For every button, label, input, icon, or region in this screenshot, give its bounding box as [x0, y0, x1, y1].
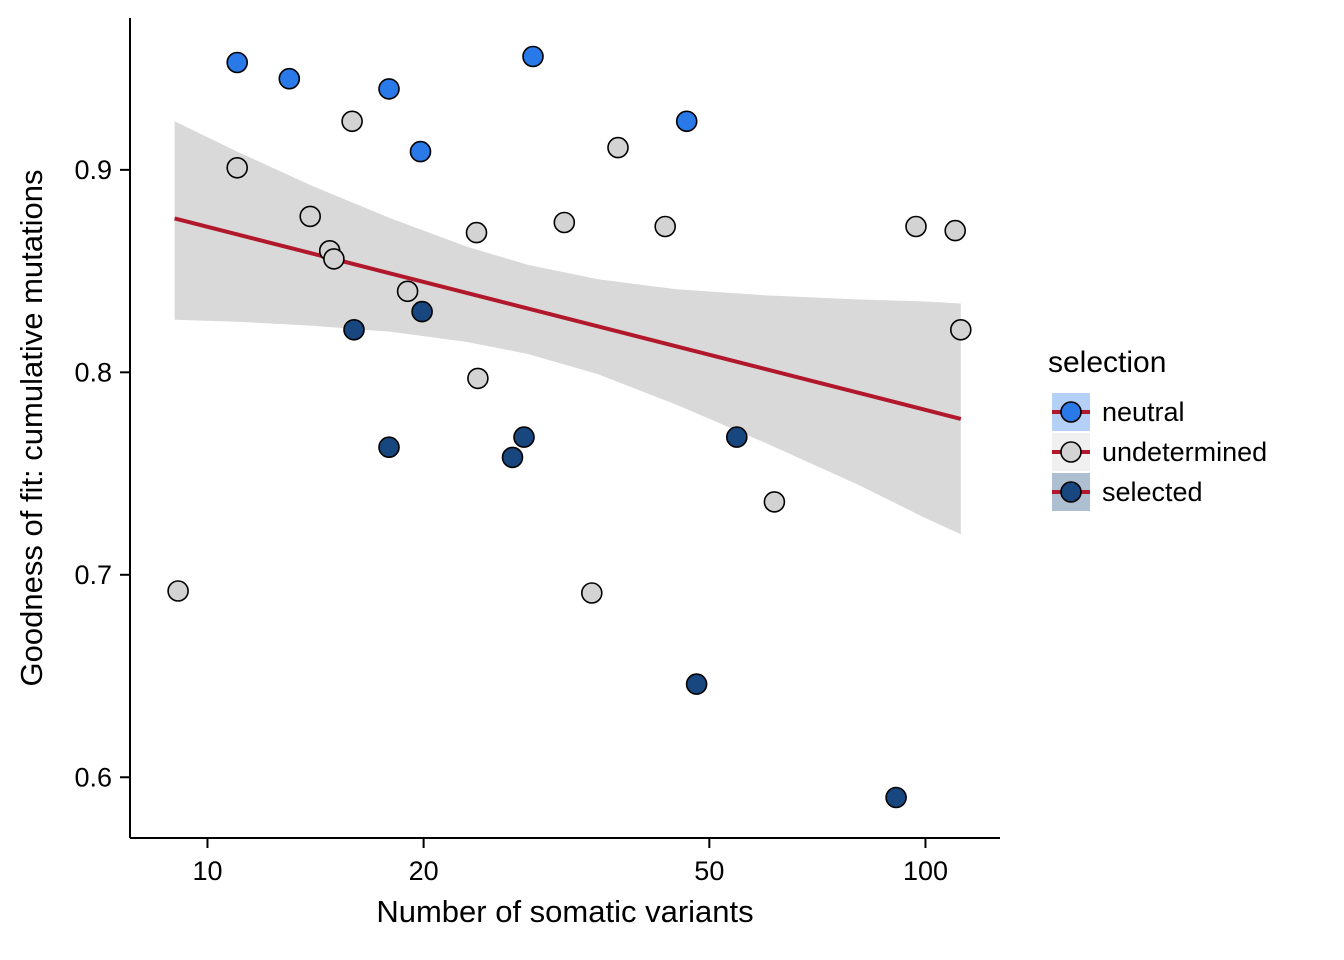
legend-key-point-selected — [1060, 481, 1082, 503]
point-selected — [885, 786, 907, 809]
legend-label-neutral: neutral — [1102, 397, 1185, 427]
point-undetermined — [341, 110, 363, 133]
confidence-band-layer — [174, 121, 961, 535]
point-selected — [378, 436, 400, 459]
point-selected — [725, 426, 748, 448]
y-tick-label: 0.8 — [74, 357, 112, 387]
legend-label-selected: selected — [1102, 477, 1203, 507]
point-undetermined — [323, 248, 345, 270]
x-tick-label: 10 — [192, 856, 222, 886]
trend-line-layer — [174, 216, 962, 421]
point-selected — [685, 673, 708, 695]
point-neutral — [278, 67, 301, 90]
point-undetermined — [467, 367, 489, 390]
point-neutral — [409, 140, 432, 163]
point-undetermined — [654, 215, 677, 238]
series-selected — [343, 300, 907, 809]
legend-title: selection — [1048, 346, 1166, 379]
point-neutral — [226, 51, 248, 74]
point-undetermined — [465, 221, 488, 244]
point-undetermined — [580, 582, 603, 604]
point-neutral — [675, 110, 698, 133]
point-undetermined — [553, 211, 576, 234]
point-neutral — [522, 45, 544, 68]
legend-key-point-undetermined — [1060, 441, 1082, 463]
point-undetermined — [905, 215, 927, 238]
y-axis-title: Goodness of fit: cumulative mutations — [14, 170, 49, 687]
point-undetermined — [396, 280, 419, 303]
point-undetermined — [763, 491, 786, 513]
point-undetermined — [607, 136, 629, 159]
point-neutral — [378, 78, 400, 100]
confidence-band — [174, 121, 961, 535]
point-undetermined — [299, 205, 322, 228]
point-selected — [501, 446, 524, 469]
legend-label-undetermined: undetermined — [1102, 437, 1267, 467]
legend-key-point-neutral — [1060, 401, 1082, 423]
x-tick-label: 100 — [903, 856, 948, 886]
y-tick-label: 0.7 — [74, 560, 112, 590]
legend-keys — [1052, 393, 1090, 511]
point-undetermined — [167, 580, 189, 602]
point-undetermined — [226, 157, 248, 179]
x-tick-label: 20 — [409, 856, 439, 886]
point-undetermined — [944, 219, 967, 242]
x-tick-label: 50 — [694, 856, 724, 886]
x-axis-title: Number of somatic variants — [376, 894, 753, 929]
point-selected — [513, 426, 535, 448]
axes-layer: 10 20 50 100 0.6 0.7 0.8 0.9 — [74, 18, 1000, 886]
y-tick-label: 0.6 — [74, 762, 112, 792]
series-undetermined — [167, 110, 972, 604]
point-selected — [343, 318, 365, 341]
point-selected — [411, 300, 433, 323]
scatter-points-layer — [167, 45, 972, 809]
legend: selection neutral undetermined selected — [1048, 346, 1267, 511]
y-tick-label: 0.9 — [74, 155, 112, 185]
trend-line — [174, 216, 962, 421]
series-neutral — [226, 45, 698, 163]
point-undetermined — [949, 318, 972, 341]
